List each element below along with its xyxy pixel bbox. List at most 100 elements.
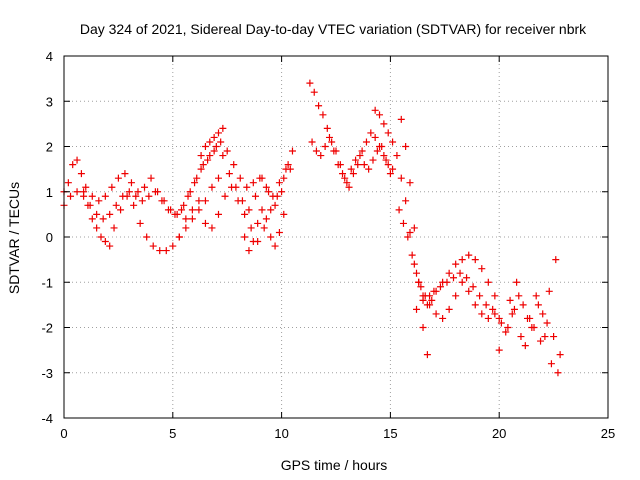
- data-point: [356, 152, 364, 160]
- data-point: [136, 219, 144, 227]
- data-point: [491, 310, 499, 318]
- data-point: [117, 206, 125, 214]
- series-track-11: [397, 115, 431, 359]
- data-point: [254, 219, 262, 227]
- data-point: [352, 156, 360, 164]
- data-points: [60, 79, 564, 377]
- data-point: [188, 215, 196, 223]
- data-point: [182, 215, 190, 223]
- data-point: [219, 124, 227, 132]
- data-point: [428, 296, 436, 304]
- data-point: [210, 133, 218, 141]
- series-track-8: [308, 133, 394, 187]
- data-point: [149, 242, 157, 250]
- data-point: [380, 152, 388, 160]
- x-axis-label: GPS time / hours: [281, 457, 388, 473]
- data-point: [145, 192, 153, 200]
- data-point: [515, 292, 523, 300]
- data-point: [312, 147, 320, 155]
- data-point: [132, 192, 140, 200]
- data-point: [88, 215, 96, 223]
- y-tick-label: -1: [41, 275, 53, 290]
- data-point: [208, 224, 216, 232]
- data-point: [362, 138, 370, 146]
- data-point: [214, 129, 222, 137]
- data-point: [410, 224, 418, 232]
- data-point: [508, 310, 516, 318]
- series-track-14: [506, 256, 560, 322]
- data-point: [106, 210, 114, 218]
- data-point: [354, 161, 362, 169]
- data-point: [369, 156, 377, 164]
- data-point: [465, 287, 473, 295]
- data-point: [458, 278, 466, 286]
- series-track-7: [306, 79, 397, 191]
- data-point: [101, 192, 109, 200]
- data-point: [543, 319, 551, 327]
- data-point: [430, 287, 438, 295]
- axis-ticks: 0 5 10 15 20 25 -4 -3 -2 -1 0 1 2 3 4: [41, 49, 615, 441]
- data-point: [380, 120, 388, 128]
- data-point: [143, 233, 151, 241]
- data-point: [97, 233, 105, 241]
- data-point: [402, 197, 410, 205]
- data-point: [328, 138, 336, 146]
- data-point: [371, 106, 379, 114]
- data-point: [519, 301, 527, 309]
- data-point: [541, 333, 549, 341]
- data-point: [382, 156, 390, 164]
- data-point: [69, 161, 77, 169]
- data-point: [395, 206, 403, 214]
- y-tick-label: -3: [41, 366, 53, 381]
- data-point: [545, 287, 553, 295]
- data-point: [273, 192, 281, 200]
- data-point: [517, 333, 525, 341]
- data-point: [141, 183, 149, 191]
- data-point: [439, 314, 447, 322]
- data-point: [243, 183, 251, 191]
- x-tick-label: 20: [492, 426, 506, 441]
- data-point: [80, 188, 88, 196]
- data-point: [204, 156, 212, 164]
- data-point: [217, 138, 225, 146]
- data-point: [228, 183, 236, 191]
- data-point: [469, 283, 477, 291]
- data-point: [275, 179, 283, 187]
- data-point: [389, 165, 397, 173]
- series-track-10: [395, 206, 503, 322]
- data-point: [271, 201, 279, 209]
- x-tick-label: 5: [169, 426, 176, 441]
- data-point: [64, 179, 72, 187]
- data-point: [426, 292, 434, 300]
- data-point: [195, 197, 203, 205]
- grid: [64, 56, 608, 418]
- data-point: [415, 278, 423, 286]
- data-point: [534, 301, 542, 309]
- data-point: [156, 247, 164, 255]
- data-point: [201, 197, 209, 205]
- data-point: [73, 156, 81, 164]
- x-tick-label: 10: [274, 426, 288, 441]
- data-point: [358, 147, 366, 155]
- data-point: [310, 88, 318, 96]
- data-point: [249, 179, 257, 187]
- data-point: [349, 170, 357, 178]
- data-point: [191, 179, 199, 187]
- data-point: [504, 324, 512, 331]
- data-point: [280, 210, 288, 218]
- series-track-6: [241, 206, 288, 255]
- data-point: [308, 138, 316, 146]
- chart-title: Day 324 of 2021, Sidereal Day-to-day VTE…: [80, 21, 587, 37]
- data-point: [278, 188, 286, 196]
- data-point: [108, 183, 116, 191]
- data-point: [280, 174, 288, 182]
- data-point: [419, 324, 427, 331]
- data-point: [528, 324, 536, 331]
- x-tick-label: 15: [383, 426, 397, 441]
- y-tick-label: -4: [41, 411, 53, 426]
- data-point: [513, 278, 521, 286]
- data-point: [169, 242, 177, 250]
- data-point: [247, 224, 255, 232]
- data-point: [384, 161, 392, 169]
- data-point: [241, 210, 249, 218]
